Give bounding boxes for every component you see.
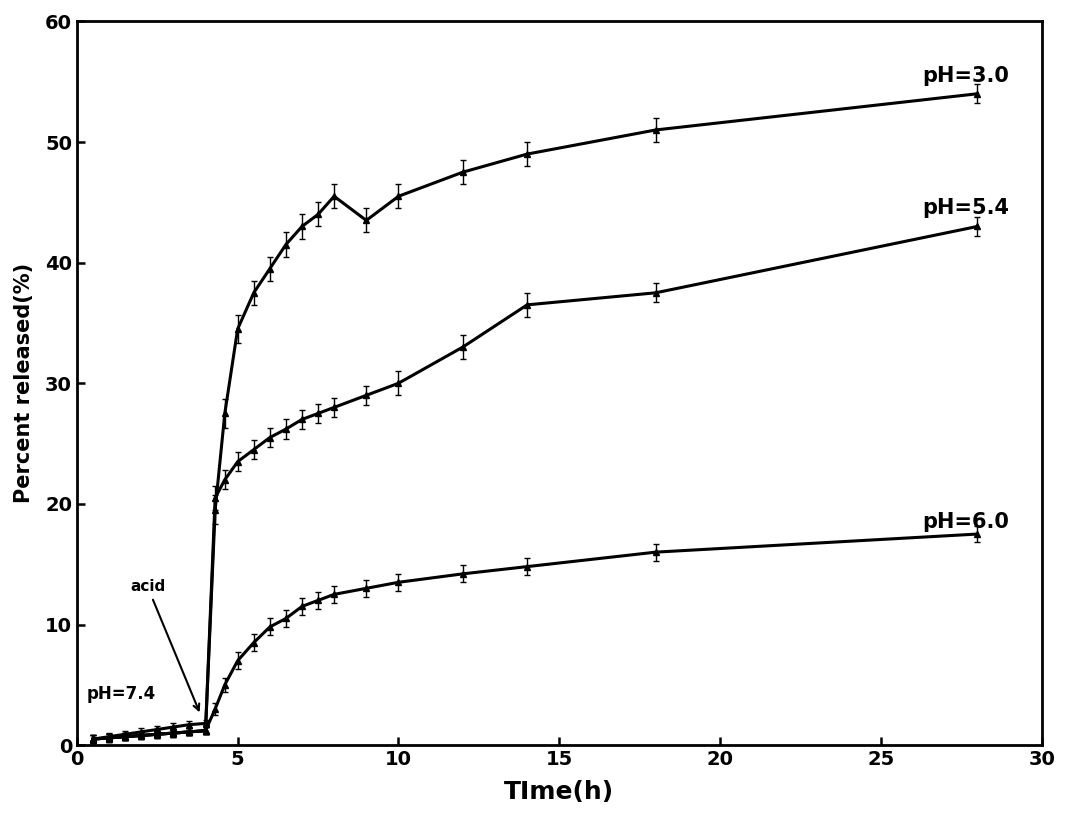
Text: pH=5.4: pH=5.4 [923, 198, 1009, 218]
Y-axis label: Percent released(%): Percent released(%) [14, 263, 34, 503]
Text: acid: acid [130, 579, 199, 710]
X-axis label: TIme(h): TIme(h) [505, 780, 615, 804]
Text: pH=6.0: pH=6.0 [923, 512, 1009, 532]
Text: pH=3.0: pH=3.0 [923, 65, 1009, 86]
Text: pH=7.4: pH=7.4 [87, 685, 156, 703]
